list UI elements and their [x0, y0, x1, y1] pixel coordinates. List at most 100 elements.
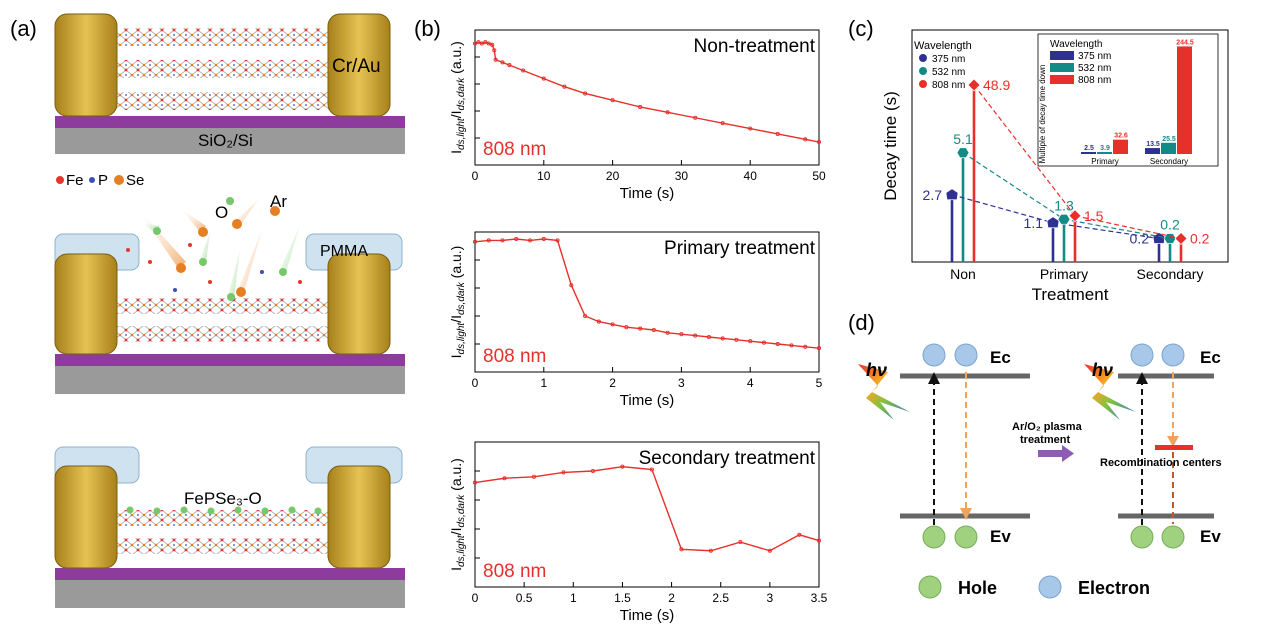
- substrate-label: SiO₂/Si: [198, 131, 253, 150]
- data-point: [479, 41, 484, 46]
- si-substrate: [55, 366, 405, 394]
- inset-bar: [1081, 152, 1096, 154]
- data-point: [775, 131, 780, 136]
- trend-line: [1052, 222, 1160, 240]
- data-point: [500, 238, 505, 243]
- inset-legend-title: Wavelength: [1050, 39, 1102, 50]
- electrode-left: [54, 253, 118, 355]
- data-point: [472, 41, 478, 46]
- y-label-part: I: [448, 354, 464, 358]
- data-marker: [1068, 209, 1082, 223]
- data-label: 0.2: [1190, 231, 1210, 247]
- x-tick-label: 4: [747, 376, 754, 390]
- data-point: [706, 334, 711, 340]
- inset-bar-label: 244.5: [1176, 39, 1194, 46]
- y-label-part: ds,dark: [456, 77, 467, 111]
- series-line: [474, 41, 820, 143]
- flake-layer-1: [115, 28, 330, 46]
- data-point: [490, 42, 495, 47]
- hole-legend-icon: [918, 575, 942, 599]
- inset-bar: [1161, 142, 1176, 154]
- wavelength-annotation: 808 nm: [483, 561, 546, 582]
- data-point: [803, 137, 808, 142]
- data-point: [507, 63, 512, 68]
- hole-circle: [1161, 525, 1185, 549]
- trend-line: [1074, 215, 1182, 240]
- x-tick-label: 50: [812, 169, 826, 183]
- band-diagram-treated: hν Ec Ev Recombination centers: [1084, 343, 1222, 549]
- data-point: [665, 330, 670, 335]
- panel-d: (d) hν Ec Ev Ar/O₂ plasma treatment: [848, 310, 1222, 599]
- data-point: [583, 313, 588, 319]
- electron-circle: [954, 343, 978, 367]
- inset-category-label: Secondary: [1150, 157, 1188, 166]
- p-dot: [89, 177, 95, 183]
- sio2-layer: [55, 116, 405, 128]
- inset-bar-label: 3.9: [1100, 145, 1110, 152]
- data-point: [483, 40, 488, 45]
- data-point: [486, 238, 491, 243]
- trend-line: [962, 152, 1065, 220]
- data-point: [596, 319, 601, 324]
- data-marker: [945, 188, 959, 201]
- x-tick-label: 1: [570, 591, 577, 605]
- inset-bar-chart: Multiple of decay time down Wavelength375…: [1037, 33, 1219, 167]
- y-axis-label: Ids,light/Ids,dark (a.u.): [448, 41, 467, 154]
- x-tick-label: 20: [606, 169, 620, 183]
- data-point: [720, 121, 725, 126]
- chart-title: Non-treatment: [694, 36, 816, 57]
- process-arrow: Ar/O₂ plasma treatment: [1012, 421, 1083, 462]
- flake-layer-2: [115, 60, 330, 78]
- x-tick-label: 3.5: [811, 591, 828, 605]
- sio2-layer: [55, 568, 405, 580]
- data-point: [500, 60, 505, 65]
- y-label-part: ds,light: [456, 322, 467, 355]
- trend-line: [951, 194, 1054, 224]
- data-point: [651, 327, 656, 333]
- category-label: Primary: [1040, 266, 1088, 282]
- data-point: [541, 236, 546, 242]
- data-point: [561, 470, 566, 475]
- plot-frame: [911, 29, 1229, 263]
- main-legend: Wavelength 375 nm 532 nm 808 nm: [914, 40, 972, 91]
- data-point: [555, 238, 560, 243]
- inset-legend-swatch: [1050, 63, 1074, 72]
- hv-label: hν: [866, 360, 887, 380]
- hole-circle: [1130, 525, 1154, 549]
- x-tick-label: 2: [609, 376, 616, 390]
- inset-bar: [1097, 152, 1112, 154]
- panel-c: (c) Decay time (s) Treatment Non Primary Sec…: [848, 16, 1229, 304]
- category-label: Non: [950, 266, 976, 282]
- data-point: [738, 540, 743, 545]
- hole-legend-label: Hole: [958, 578, 997, 598]
- x-tick-label: 0: [472, 376, 479, 390]
- si-substrate: [55, 128, 405, 154]
- data-point: [638, 104, 643, 109]
- chart-title: Secondary treatment: [639, 448, 816, 469]
- plot-frame: [474, 29, 820, 166]
- x-tick-label: 3: [678, 376, 685, 390]
- recombination-label: Recombination centers: [1100, 457, 1222, 469]
- plot-frame: [474, 231, 820, 373]
- electrode-left: [54, 13, 118, 117]
- x-tick-label: 2: [668, 591, 675, 605]
- trend-line: [1063, 218, 1171, 240]
- wavelength-annotation: 808 nm: [483, 346, 546, 367]
- oxygen-sites: [126, 506, 322, 515]
- electrode-right: [327, 253, 391, 355]
- flake-layer-1: [115, 298, 330, 314]
- x-tick-label: 30: [675, 169, 689, 183]
- lightning-icon: [1084, 364, 1136, 420]
- legend-marker: [919, 80, 927, 88]
- plasma-ar-label: Ar: [270, 192, 287, 211]
- decay-time-plot: Decay time (s) Treatment Non Primary Seconda…: [881, 29, 1229, 304]
- data-point: [748, 126, 753, 131]
- electrode-right: [327, 465, 391, 569]
- inset-legend-label: 808 nm: [1078, 75, 1111, 86]
- data-point: [775, 341, 780, 347]
- x-tick-label: 10: [537, 169, 551, 183]
- data-point: [797, 532, 802, 537]
- data-point: [569, 283, 574, 288]
